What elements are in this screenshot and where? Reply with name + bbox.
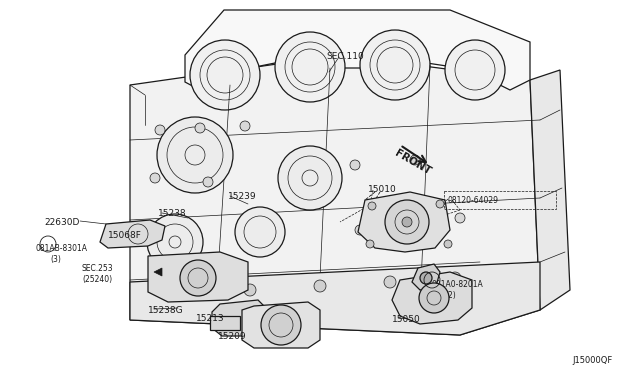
Text: 15239: 15239 xyxy=(228,192,257,201)
Circle shape xyxy=(436,200,444,208)
Circle shape xyxy=(385,200,429,244)
Circle shape xyxy=(368,202,376,210)
Polygon shape xyxy=(212,300,268,336)
Circle shape xyxy=(195,123,205,133)
Circle shape xyxy=(244,284,256,296)
Text: SEC.110: SEC.110 xyxy=(326,52,364,61)
Text: 001A0-8201A: 001A0-8201A xyxy=(432,280,484,289)
Circle shape xyxy=(444,240,452,248)
Polygon shape xyxy=(412,264,440,290)
Circle shape xyxy=(180,260,216,296)
Circle shape xyxy=(419,283,449,313)
Circle shape xyxy=(190,40,260,110)
Text: SEC.253: SEC.253 xyxy=(82,264,114,273)
Polygon shape xyxy=(358,192,450,252)
Circle shape xyxy=(355,225,365,235)
Circle shape xyxy=(415,220,425,230)
Circle shape xyxy=(350,160,360,170)
Circle shape xyxy=(420,272,432,284)
Circle shape xyxy=(147,214,203,270)
Text: 15068F: 15068F xyxy=(108,231,142,240)
Text: 15010: 15010 xyxy=(368,185,397,194)
Text: FRONT: FRONT xyxy=(393,148,433,177)
Circle shape xyxy=(155,125,165,135)
Text: (3): (3) xyxy=(50,255,61,264)
Circle shape xyxy=(278,146,342,210)
Circle shape xyxy=(449,272,461,284)
Circle shape xyxy=(445,40,505,100)
Text: 08120-64029: 08120-64029 xyxy=(448,196,499,205)
Polygon shape xyxy=(130,262,540,335)
Polygon shape xyxy=(148,252,248,302)
Polygon shape xyxy=(130,55,540,335)
Polygon shape xyxy=(185,10,530,90)
Circle shape xyxy=(240,121,250,131)
Circle shape xyxy=(314,280,326,292)
Circle shape xyxy=(410,155,420,165)
Polygon shape xyxy=(154,268,162,276)
Circle shape xyxy=(402,217,412,227)
Circle shape xyxy=(174,289,186,301)
Circle shape xyxy=(203,177,213,187)
Polygon shape xyxy=(242,302,320,348)
Text: J15000QF: J15000QF xyxy=(572,356,612,365)
Circle shape xyxy=(384,276,396,288)
Circle shape xyxy=(150,173,160,183)
Circle shape xyxy=(261,305,301,345)
Text: 15238G: 15238G xyxy=(148,306,184,315)
Text: 22630D: 22630D xyxy=(44,218,79,227)
Circle shape xyxy=(455,213,465,223)
Text: 15213: 15213 xyxy=(196,314,225,323)
Polygon shape xyxy=(530,70,570,310)
Text: (25240): (25240) xyxy=(82,275,112,284)
Text: 15238: 15238 xyxy=(158,209,187,218)
Polygon shape xyxy=(392,272,472,324)
Polygon shape xyxy=(210,316,240,330)
Text: 15209: 15209 xyxy=(218,332,246,341)
Text: 15050: 15050 xyxy=(392,315,420,324)
Polygon shape xyxy=(100,220,165,248)
Text: (2): (2) xyxy=(445,291,456,300)
Circle shape xyxy=(366,240,374,248)
Text: 081AB-8301A: 081AB-8301A xyxy=(36,244,88,253)
Circle shape xyxy=(360,30,430,100)
Circle shape xyxy=(235,207,285,257)
Circle shape xyxy=(157,117,233,193)
Circle shape xyxy=(275,32,345,102)
